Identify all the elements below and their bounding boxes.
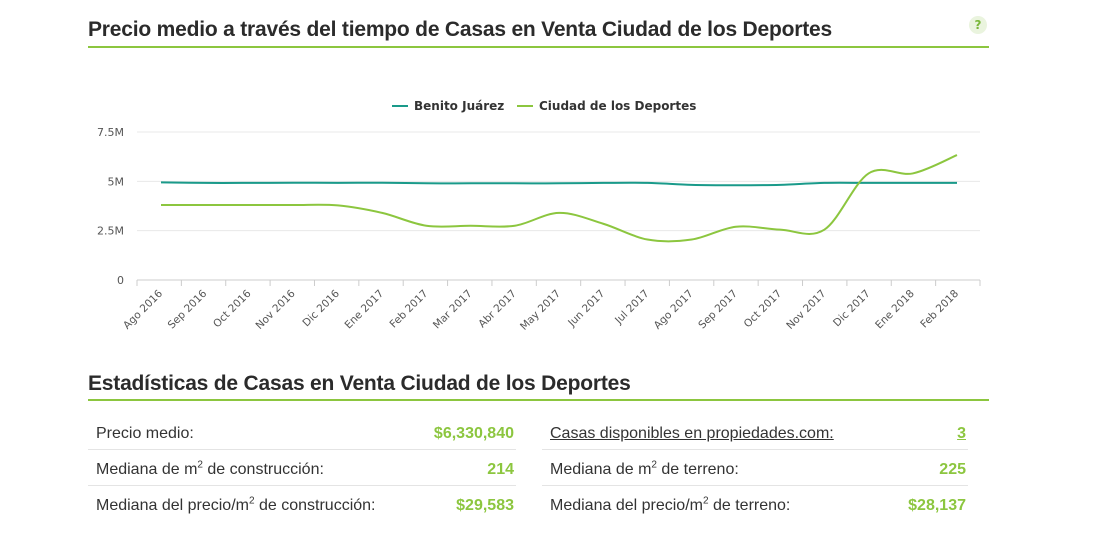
y-tick-label: 0 [117, 274, 124, 287]
x-tick-label: Abr 2017 [476, 288, 519, 331]
stats-column-right: Casas disponibles en propiedades.com: 3 … [542, 414, 968, 521]
y-tick-label: 5M [108, 175, 125, 188]
stat-label: Precio medio: [96, 425, 194, 442]
x-tick-label: Nov 2016 [254, 287, 298, 331]
x-tick-label: Jul 2017 [612, 288, 651, 327]
x-tick-label: Dic 2016 [300, 287, 342, 329]
stat-label-sup: 2 [651, 459, 657, 471]
casas-disponibles-count-link[interactable]: 3 [957, 425, 966, 442]
stat-value: 225 [939, 461, 966, 478]
stat-label-sup: 2 [702, 495, 709, 507]
stat-label-text: Mediana del precio/m [550, 497, 703, 514]
series-line-ciudad-de-los-deportes [160, 154, 958, 243]
stat-row-precio-medio: Precio medio: $6,330,840 [88, 414, 516, 450]
stat-label-text: Mediana del precio/m [96, 497, 249, 514]
x-tick-label: Dic 2017 [831, 288, 873, 330]
y-tick-label: 7.5M [97, 126, 124, 139]
stat-value: $29,583 [456, 497, 514, 514]
stat-label-text: Mediana de m [96, 461, 198, 478]
x-tick-label: Feb 2018 [918, 288, 961, 331]
x-tick-label: Oct 2017 [742, 288, 785, 331]
stat-value: $28,137 [908, 497, 966, 514]
x-tick-label: Oct 2016 [211, 287, 254, 330]
stat-row-precio-m2-construccion: Mediana del precio/m2 de construcción: $… [88, 486, 516, 521]
stat-value: 214 [487, 461, 514, 478]
stat-label-text: de construcción: [202, 461, 324, 478]
x-tick-label: Mar 2017 [431, 288, 475, 332]
x-tick-label: Ene 2017 [343, 288, 387, 332]
legend-label: Ciudad de los Deportes [539, 99, 696, 113]
chart-title-rule [88, 46, 989, 48]
x-tick-label: Ene 2018 [873, 288, 917, 332]
x-tick-label: Sep 2016 [166, 287, 210, 331]
x-tick-label: May 2017 [518, 288, 563, 333]
stat-label-sup: 2 [197, 459, 203, 471]
y-tick-label: 2.5M [97, 225, 124, 238]
x-tick-label: Jun 2017 [565, 288, 607, 330]
stat-label-text: de terreno: [708, 497, 791, 514]
stat-label-text: de terreno: [656, 461, 739, 478]
stats-section-title: Estadísticas de Casas en Venta Ciudad de… [88, 372, 631, 395]
stat-label-sup: 2 [248, 495, 255, 507]
stat-label: Mediana de m2 de terreno: [550, 450, 739, 489]
stat-label: Mediana del precio/m2 de construcción: [96, 486, 375, 525]
x-tick-label: Feb 2017 [388, 288, 431, 331]
stat-label: Mediana del precio/m2 de terreno: [550, 486, 790, 525]
stat-row-mediana-m2-terreno: Mediana de m2 de terreno: 225 [542, 450, 968, 486]
casas-disponibles-link[interactable]: Casas disponibles en propiedades.com: [550, 425, 834, 442]
stat-label: Mediana de m2 de construcción: [96, 450, 324, 489]
x-tick-label: Ago 2017 [652, 288, 696, 332]
stat-row-casas-disponibles: Casas disponibles en propiedades.com: 3 [542, 414, 968, 450]
stat-label-text: de construcción: [254, 497, 376, 514]
stat-row-precio-m2-terreno: Mediana del precio/m2 de terreno: $28,13… [542, 486, 968, 521]
x-tick-label: Ago 2016 [121, 287, 165, 331]
help-icon[interactable]: ? [969, 16, 987, 34]
legend-label: Benito Juárez [414, 99, 504, 113]
series-line-benito-juarez [160, 181, 957, 187]
stat-label-text: Mediana de m [550, 461, 652, 478]
stats-title-rule [88, 399, 989, 401]
chart-section-title: Precio medio a través del tiempo de Casa… [88, 18, 832, 41]
x-tick-label: Nov 2017 [784, 288, 828, 332]
x-tick-label: Sep 2017 [696, 288, 740, 332]
stat-row-mediana-m2-construccion: Mediana de m2 de construcción: 214 [88, 450, 516, 486]
stats-column-left: Precio medio: $6,330,840 Mediana de m2 d… [88, 414, 516, 521]
stat-value: $6,330,840 [433, 425, 514, 442]
